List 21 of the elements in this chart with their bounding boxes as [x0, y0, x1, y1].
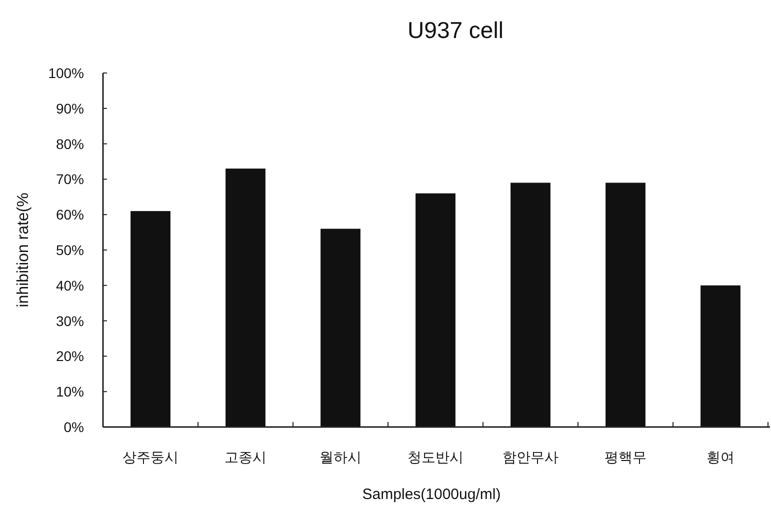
y-tick-label: 10%: [56, 384, 84, 400]
y-tick-label: 40%: [56, 277, 84, 294]
y-tick-label: 0%: [64, 419, 84, 435]
x-tick-label: 청도반시: [408, 449, 464, 465]
x-tick-label: 평핵무: [604, 449, 646, 465]
y-axis-title: inhibition rate(%: [15, 192, 32, 308]
y-tick-label: 30%: [56, 312, 84, 329]
x-tick-label: 함안무사: [502, 449, 558, 465]
y-tick-label: 50%: [56, 242, 84, 258]
x-tick-label: 횡여: [706, 449, 734, 465]
x-tick-label: 월하시: [320, 449, 362, 465]
x-tick-label: 고종시: [224, 449, 266, 465]
x-tick-label: 상주둥시: [122, 449, 178, 465]
y-tick-label: 90%: [56, 100, 84, 116]
x-axis-title: Samples(1000ug/ml): [362, 486, 501, 503]
y-tick-label: 20%: [56, 348, 84, 364]
y-tick-label: 60%: [56, 206, 84, 223]
chart-title: U937 cell: [408, 17, 504, 43]
y-tick-label: 80%: [56, 136, 84, 152]
y-tick-label: 100%: [48, 65, 84, 81]
y-tick-label: 70%: [56, 171, 84, 188]
